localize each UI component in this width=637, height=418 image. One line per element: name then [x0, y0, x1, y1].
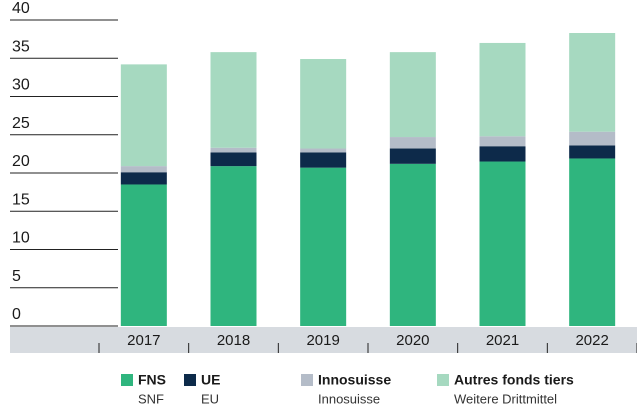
legend-label: Innosuisse [318, 372, 391, 388]
y-tick-label: 0 [12, 306, 21, 323]
bar-segment [210, 52, 257, 148]
bar-segment [569, 145, 616, 159]
bar-segment [120, 184, 167, 326]
legend-swatch [121, 374, 133, 386]
x-tick-label: 2017 [127, 332, 160, 349]
bar-segment [479, 136, 526, 147]
bar-segment [120, 64, 167, 167]
bar-segment [300, 59, 347, 149]
y-tick-label: 40 [12, 0, 30, 17]
x-tick-label: 2020 [396, 332, 429, 349]
legend-swatch [184, 374, 196, 386]
x-tick-label: 2019 [306, 332, 339, 349]
legend-sublabel: Weitere Drittmittel [454, 391, 557, 406]
bar-segment [389, 52, 436, 138]
bar-segment [479, 42, 526, 137]
y-tick-label: 20 [12, 153, 30, 170]
legend-swatch [301, 374, 313, 386]
x-axis-band [10, 327, 637, 353]
bar-segment [120, 172, 167, 185]
y-tick-label: 30 [12, 77, 30, 94]
legend-label: FNS [138, 372, 166, 388]
bar-segment [569, 158, 616, 326]
legend-label: UE [201, 372, 220, 388]
bar-segment [210, 166, 257, 326]
bar-segment [300, 167, 347, 326]
y-tick-label: 15 [12, 191, 30, 208]
bar-segment [569, 33, 616, 132]
x-tick-label: 2018 [217, 332, 250, 349]
legend-swatch [437, 374, 449, 386]
y-tick-label: 10 [12, 230, 30, 247]
bar-segment [479, 146, 526, 162]
legend-sublabel: Innosuisse [318, 391, 380, 406]
y-tick-label: 5 [12, 268, 21, 285]
legend-sublabel: EU [201, 391, 219, 406]
bar-segment [479, 161, 526, 326]
bar-segment [569, 131, 616, 146]
bar-segment [210, 147, 257, 153]
legend-sublabel: SNF [138, 391, 164, 406]
bar-segment [389, 137, 436, 149]
x-tick-label: 2021 [486, 332, 519, 349]
bar-segment [120, 166, 167, 173]
bar-segment [389, 163, 436, 326]
legend-label: Autres fonds tiers [454, 372, 574, 388]
bar-segment [389, 148, 436, 164]
y-tick-label: 35 [12, 38, 30, 55]
bar-segment [300, 148, 347, 153]
bar-segment [210, 152, 257, 167]
y-tick-label: 25 [12, 115, 30, 132]
x-tick-label: 2022 [575, 332, 608, 349]
bar-segment [300, 152, 347, 168]
